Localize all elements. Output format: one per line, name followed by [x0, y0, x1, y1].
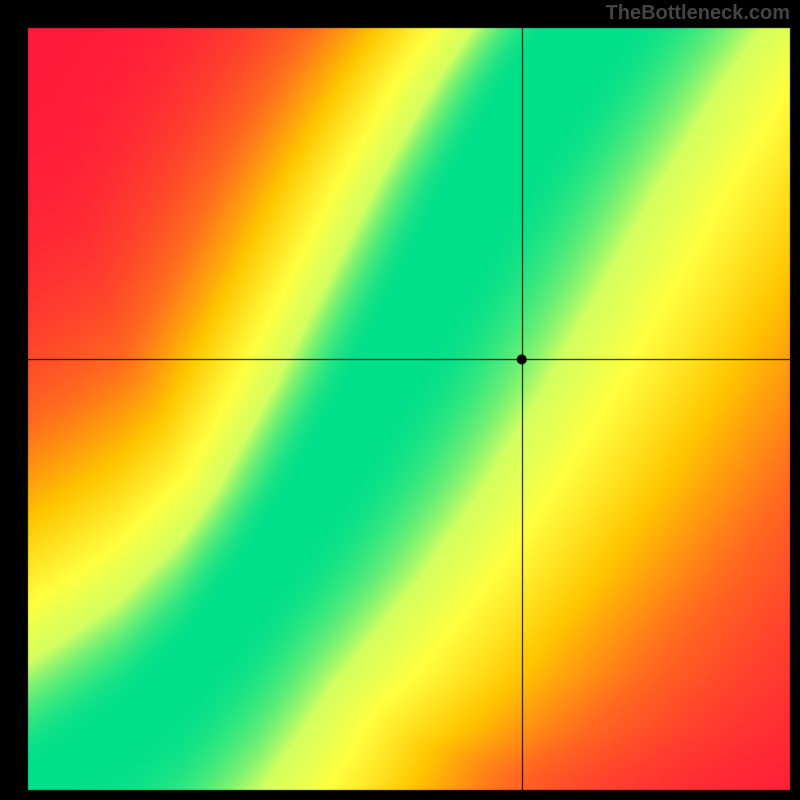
heatmap-canvas [0, 0, 800, 800]
chart-container: TheBottleneck.com [0, 0, 800, 800]
watermark-text: TheBottleneck.com [606, 2, 790, 25]
